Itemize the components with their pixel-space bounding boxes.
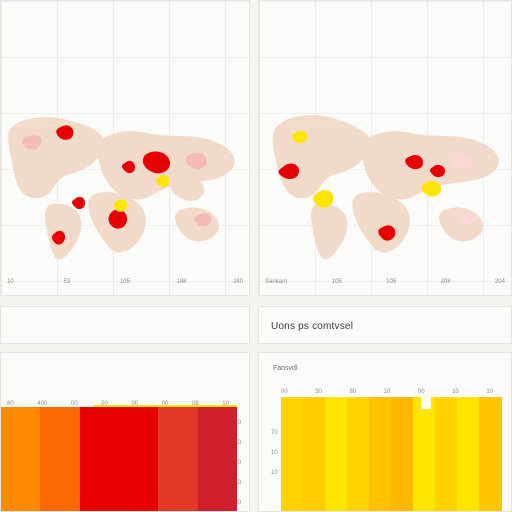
- tick: 10: [383, 389, 391, 395]
- bar: [325, 397, 348, 511]
- tick: 80: [7, 401, 14, 407]
- tick: 70: [271, 430, 278, 436]
- world-map-left: [1, 97, 249, 269]
- bar: [369, 397, 392, 511]
- chart-label: Fansvdl: [273, 365, 298, 372]
- bottom-left-chart: 80 400 00 00 00 00 08 10 10 10 10 10 10 …: [0, 352, 250, 512]
- bar: [435, 397, 458, 511]
- axis-tick: 105: [331, 279, 342, 285]
- tick: 10: [486, 389, 493, 395]
- axis-tick: 10: [7, 279, 14, 285]
- tick: 10: [271, 450, 278, 456]
- bar: [347, 397, 370, 511]
- bar: [79, 407, 120, 511]
- bar: [40, 407, 81, 511]
- card-title: Uons ps comtvsel: [271, 321, 354, 332]
- middle-right-card: Uons ps comtvsel: [258, 306, 512, 344]
- world-map-right: [259, 97, 511, 269]
- tick: 10: [234, 440, 241, 446]
- bar: [457, 397, 480, 511]
- bottom-left-bars: [1, 407, 238, 511]
- world-map-svg: [272, 115, 499, 260]
- bar: [197, 407, 238, 511]
- bar: [413, 397, 436, 511]
- axis-tick: 53: [63, 279, 71, 285]
- tick: 00: [131, 401, 139, 407]
- tick: 00: [70, 401, 78, 407]
- tick: 10: [234, 420, 241, 426]
- axis-tick: 208: [440, 279, 451, 285]
- bottom-right-chart: Fansvdl 00 30 80 10 00 10 10 70 10 10: [258, 352, 512, 512]
- left-map-panel: 10 53 105 188 240: [0, 0, 250, 296]
- tick: 10: [452, 389, 459, 395]
- right-map-axis: Sankarn 105 105 208 204: [265, 277, 505, 287]
- bar: [281, 397, 304, 511]
- bar: [158, 407, 199, 511]
- tick: 80: [349, 389, 357, 395]
- tick: 00: [161, 401, 169, 407]
- axis-tick: 240: [232, 279, 243, 285]
- bar: [119, 407, 159, 511]
- bar: [303, 397, 326, 511]
- axis-tick: 204: [494, 279, 505, 285]
- bottom-left-right-ticks: 10 10 10 10 10 10: [234, 413, 241, 511]
- axis-tick: Sankarn: [265, 279, 288, 285]
- tick: 10: [271, 470, 278, 476]
- bar: [479, 397, 502, 511]
- right-map-panel: Sankarn 105 105 208 204: [258, 0, 512, 296]
- tick: 00: [281, 389, 288, 395]
- bar: [1, 407, 41, 511]
- tick: 400: [37, 401, 48, 407]
- world-map-svg: [8, 117, 235, 260]
- bar: [391, 397, 414, 511]
- bottom-left-top-ticks: 80 400 00 00 00 00 08 10: [7, 401, 229, 407]
- tick: 10: [234, 480, 241, 486]
- axis-tick: 188: [176, 279, 187, 285]
- tick: 30: [315, 389, 322, 395]
- tick: 10: [234, 460, 241, 466]
- tick: 10: [234, 500, 241, 506]
- bottom-right-bars: [281, 397, 502, 511]
- left-map-axis: 10 53 105 188 240: [7, 277, 243, 287]
- middle-left-card: [0, 306, 250, 344]
- tick: 10: [222, 401, 229, 407]
- tick: 00: [417, 389, 425, 395]
- bottom-right-left-ticks: 70 10 10: [271, 423, 278, 483]
- tick: 08: [192, 401, 199, 407]
- axis-tick: 105: [119, 279, 130, 285]
- bottom-right-top-ticks: 00 30 80 10 00 10 10: [281, 389, 493, 395]
- highlight-square: [421, 397, 431, 409]
- tick: 00: [101, 401, 108, 407]
- axis-tick: 105: [386, 279, 397, 285]
